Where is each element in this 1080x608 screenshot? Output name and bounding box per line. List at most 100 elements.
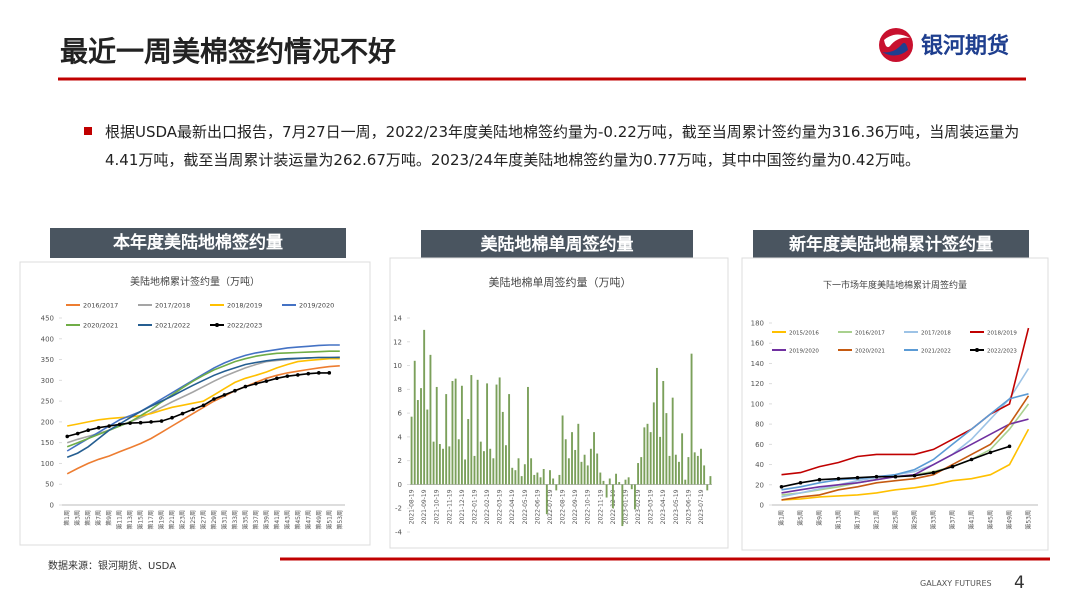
point (201, 403, 206, 408)
legend-label: 2018/2019 (227, 302, 262, 310)
bar (709, 476, 712, 485)
bar (505, 445, 507, 485)
chart-title: 美陆地棉单周签约量（万吨） (489, 275, 632, 289)
bar (438, 444, 441, 485)
y-tick-label: 0 (50, 502, 54, 510)
series-line (781, 393, 1029, 491)
bar (486, 383, 489, 485)
point (893, 474, 898, 479)
bar (536, 472, 539, 485)
x-tick-label: 2021-12-19 (459, 489, 466, 524)
chart-panel (741, 257, 1049, 551)
bar (451, 381, 454, 485)
point (1007, 444, 1012, 449)
y-tick-label: -4 (395, 529, 403, 537)
point (96, 425, 101, 430)
slide-title: 最近一周美棉签约情况不好 (60, 35, 397, 68)
point (243, 384, 248, 389)
point (65, 434, 70, 439)
bar (448, 446, 451, 485)
x-tick-label: 第51周 (325, 510, 333, 530)
x-tick-label: 第27周 (200, 510, 208, 530)
logo (879, 28, 913, 62)
x-tick-label: 第21周 (168, 510, 176, 530)
panel-header: 新年度美陆地棉累计签约量 (753, 230, 1029, 260)
bar (602, 480, 605, 485)
bar (416, 400, 419, 485)
bar (517, 458, 520, 485)
bar (652, 402, 655, 485)
bar (423, 329, 426, 485)
y-tick-label: 400 (41, 335, 54, 343)
point (779, 485, 784, 489)
bar (561, 415, 564, 485)
bar (413, 360, 416, 485)
y-tick-label: 14 (393, 315, 402, 323)
bar (596, 453, 599, 485)
bar (426, 409, 429, 485)
series-line (66, 365, 340, 475)
x-tick-label: 第37周 (252, 510, 260, 530)
bar (457, 439, 460, 485)
legend-label: 2016/2017 (855, 331, 885, 337)
bar (674, 454, 677, 485)
x-tick-label: 2021-09-19 (421, 489, 428, 524)
bar (703, 465, 706, 485)
x-tick-label: 第33周 (231, 510, 239, 530)
x-tick-label: 第11周 (116, 510, 124, 530)
x-tick-label: 第25周 (189, 510, 197, 530)
point (296, 373, 300, 377)
point (912, 473, 917, 478)
x-tick-label: 第31周 (220, 510, 228, 530)
bar (460, 385, 463, 485)
bar (580, 461, 583, 485)
y-tick-label: 450 (41, 315, 54, 323)
x-tick-label: 2022-03-19 (497, 489, 504, 524)
bar (432, 441, 435, 485)
series-line (66, 344, 340, 452)
point (316, 371, 321, 375)
x-tick-label: 第13周 (126, 510, 134, 530)
legend-label: 2016/2017 (83, 302, 118, 310)
y-tick-label: 350 (41, 356, 54, 364)
x-tick-label: 第29周 (911, 510, 919, 530)
bar (599, 472, 602, 485)
x-tick-label: 第45周 (987, 510, 995, 530)
x-tick-label: 第39周 (262, 510, 270, 530)
bar (511, 467, 514, 485)
bar (615, 473, 617, 485)
point (180, 411, 185, 416)
y-tick-label: 120 (751, 380, 764, 388)
legend-label: 2019/2020 (299, 302, 334, 310)
y-tick-label: 80 (755, 421, 764, 429)
y-tick-label: -2 (395, 505, 402, 513)
bar (671, 397, 674, 485)
y-tick-label: 2 (398, 457, 402, 465)
bar (621, 484, 624, 527)
x-tick-label: 第45周 (294, 510, 302, 530)
x-tick-label: 第13周 (835, 510, 843, 530)
x-tick-label: 2023-05-19 (673, 489, 680, 524)
x-tick-label: 2022-06-19 (534, 489, 541, 524)
bar (589, 448, 592, 485)
bar (706, 484, 709, 491)
bar (470, 375, 473, 485)
x-tick-label: 第7周 (95, 510, 103, 526)
series-line (66, 356, 340, 458)
bar (467, 419, 470, 485)
point (149, 420, 153, 424)
point (275, 376, 279, 381)
series-line (67, 357, 340, 427)
bar (643, 427, 646, 485)
bar (700, 448, 702, 485)
x-tick-label: 第15周 (137, 510, 145, 530)
point (798, 480, 803, 485)
bar (567, 458, 570, 485)
x-tick-label: 第53周 (336, 510, 344, 530)
bar (583, 454, 586, 485)
bar (624, 479, 627, 485)
bar (495, 384, 498, 485)
x-tick-label: 第19周 (158, 510, 166, 530)
